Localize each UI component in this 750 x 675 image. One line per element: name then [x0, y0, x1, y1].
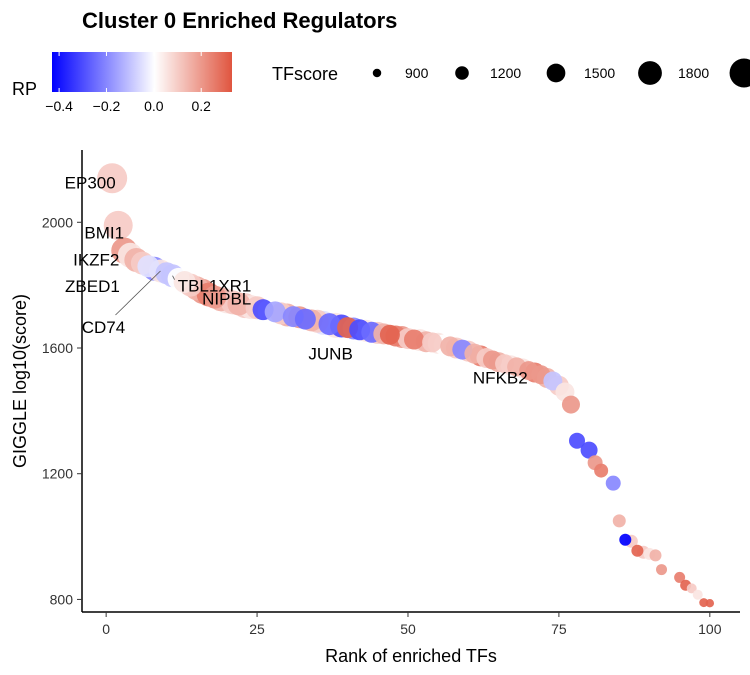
- tfscore-legend-symbol: [546, 63, 566, 83]
- data-point: [649, 549, 662, 562]
- x-tick-label: 100: [698, 621, 722, 637]
- axes: 0 25 50 75 100 800 1200 1600 2000: [42, 150, 740, 637]
- tfscore-legend-symbol: [372, 68, 382, 78]
- point-label: EP300: [65, 173, 116, 192]
- label-leader-line: [172, 275, 175, 280]
- tfscore-legend: TFscore 900 1200 1500 1800: [272, 58, 750, 88]
- data-point: [294, 308, 316, 330]
- data-point: [619, 533, 632, 546]
- chart-title: Cluster 0 Enriched Regulators: [82, 8, 397, 33]
- data-point: [103, 210, 133, 240]
- tfscore-legend-label: 1200: [490, 65, 521, 81]
- label-leader-line: [115, 270, 161, 316]
- x-axis-ticks: 0 25 50 75 100: [102, 612, 722, 637]
- rp-legend-ticks: −0.4 −0.2 0.0 0.2: [45, 52, 211, 114]
- tfscore-legend-symbol: [638, 61, 662, 85]
- rp-tick-label: −0.2: [93, 98, 121, 114]
- data-points: [97, 163, 715, 608]
- rp-legend: RP −0.4 −0.2 0.0 0.2: [12, 52, 232, 114]
- data-point: [264, 301, 286, 323]
- data-point: [580, 441, 598, 459]
- x-tick-label: 0: [102, 621, 110, 637]
- point-label: CD74: [82, 318, 125, 337]
- data-point: [318, 313, 341, 336]
- tfscore-legend-label: 900: [405, 65, 429, 81]
- x-tick-label: 50: [400, 621, 416, 637]
- tfscore-legend-title: TFscore: [272, 64, 338, 84]
- data-point: [543, 371, 563, 391]
- point-labels: EP300 BMI1 IKZF2 TBL1XR1 ZBED1 NIPBL CD74 JUNB N…: [65, 173, 528, 387]
- tfscore-legend-items: 900 1200 1500 1800: [372, 58, 750, 88]
- data-point: [227, 292, 251, 316]
- x-tick-label: 75: [551, 621, 567, 637]
- data-point: [379, 324, 400, 345]
- data-point: [705, 599, 715, 608]
- data-point: [569, 432, 586, 449]
- point-label: NFKB2: [473, 369, 528, 388]
- rp-legend-title: RP: [12, 79, 37, 99]
- data-point: [686, 583, 697, 594]
- data-point: [674, 571, 686, 583]
- y-tick-label: 2000: [42, 214, 73, 230]
- x-axis-label: Rank of enriched TFs: [325, 646, 497, 666]
- label-leader-lines: [115, 270, 175, 316]
- data-point: [631, 544, 644, 557]
- point-label: ZBED1: [65, 277, 120, 296]
- point-label: IKZF2: [73, 251, 119, 270]
- data-point: [203, 285, 227, 309]
- tfscore-legend-symbol: [455, 66, 469, 80]
- rp-colorbar: [52, 52, 232, 92]
- y-axis-label: GIGGLE log10(score): [10, 294, 30, 468]
- y-tick-label: 800: [50, 591, 74, 607]
- point-label: BMI1: [84, 223, 124, 242]
- rp-tick-label: 0.2: [191, 98, 211, 114]
- rp-tick-label: 0.0: [144, 98, 164, 114]
- data-point: [137, 255, 160, 278]
- data-point: [97, 163, 128, 194]
- point-label: JUNB: [308, 345, 352, 364]
- tfscore-legend-label: 1800: [678, 65, 709, 81]
- data-point: [422, 332, 443, 353]
- data-point: [561, 395, 580, 414]
- tfscore-legend-label: 1500: [584, 65, 615, 81]
- point-label: TBL1XR1: [178, 277, 252, 296]
- data-point: [692, 589, 703, 600]
- data-point: [594, 463, 609, 478]
- data-point: [404, 329, 425, 350]
- x-tick-label: 25: [249, 621, 265, 637]
- data-point: [605, 475, 621, 491]
- y-tick-label: 1200: [42, 466, 73, 482]
- y-axis-ticks: 800 1200 1600 2000: [42, 214, 82, 607]
- y-tick-label: 1600: [42, 340, 73, 356]
- rp-tick-label: −0.4: [45, 98, 73, 114]
- data-point: [173, 271, 196, 293]
- data-point: [656, 564, 668, 576]
- data-point: [612, 514, 626, 528]
- tfscore-legend-symbol: [729, 58, 750, 88]
- point-label: NIPBL: [202, 289, 251, 308]
